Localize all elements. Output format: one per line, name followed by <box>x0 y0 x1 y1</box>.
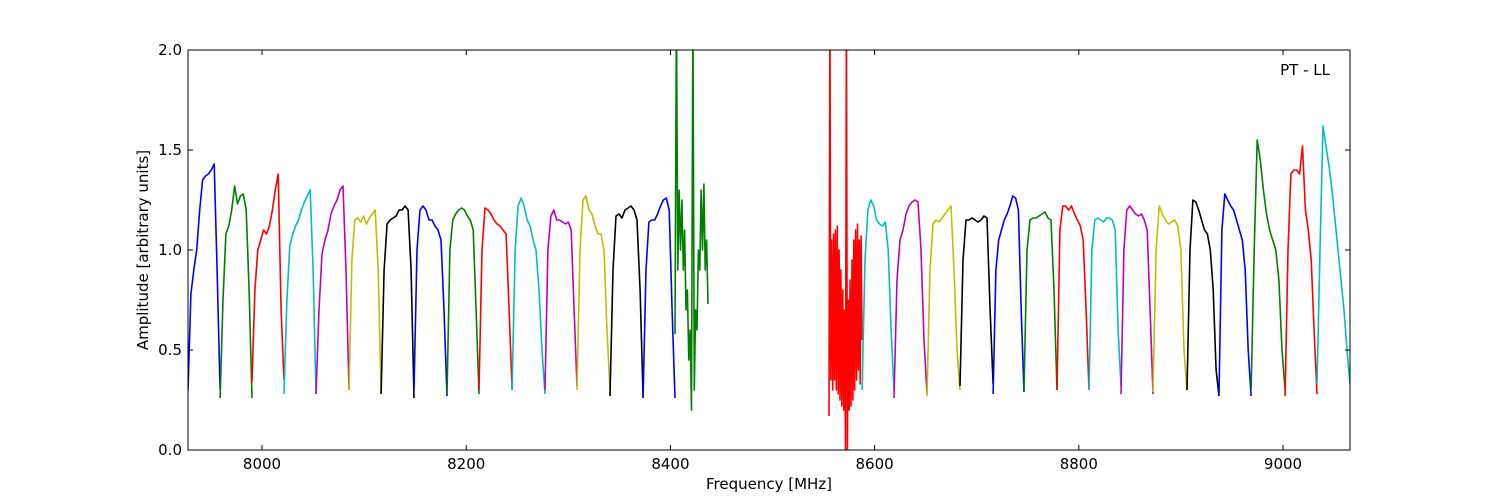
x-tick-label: 8200 <box>447 455 485 473</box>
series-line-band-29 <box>1218 193 1252 397</box>
y-tick-label: 1.5 <box>158 141 182 159</box>
series-line-band-6 <box>348 209 382 395</box>
plot-background <box>188 50 1350 450</box>
series-line-band-22 <box>992 195 1025 395</box>
series-line-band-19 <box>893 199 928 399</box>
series-line-band-25 <box>1088 217 1122 391</box>
series-line-band-13 <box>576 195 611 391</box>
x-tick-label: 9000 <box>1264 455 1302 473</box>
series-line-band-18 <box>861 199 895 391</box>
series-line-band-23 <box>1023 211 1058 391</box>
plot-frame <box>187 49 1351 451</box>
series-line-band-2 <box>219 185 253 399</box>
series-line-band-5 <box>315 185 350 395</box>
series-line-band-3 <box>251 173 285 383</box>
series-line-band-11 <box>511 197 546 395</box>
series-line-band-27 <box>1152 205 1188 393</box>
x-tick-label: 8600 <box>856 455 894 473</box>
series-line-band-7 <box>380 205 415 399</box>
x-tick-label: 8000 <box>243 455 281 473</box>
series-line-band-24 <box>1056 205 1090 391</box>
axis-ticks: 8000 8200 8400 8600 8800 9000 0.0 0.5 1.0 1.5 2.0 <box>158 41 1350 473</box>
x-tick-label: 8400 <box>651 455 689 473</box>
series-lines <box>188 50 1350 450</box>
x-tick-label: 8800 <box>1060 455 1098 473</box>
y-tick-label: 0.0 <box>158 441 182 459</box>
x-axis-label: Frequency [MHz] <box>706 475 832 493</box>
series-line-band-26 <box>1120 205 1154 395</box>
series-line-band-8 <box>413 205 448 397</box>
series-line-band-21 <box>959 215 994 387</box>
series-line-band-15 <box>642 197 676 399</box>
series-line-band-20 <box>926 205 961 397</box>
series-line-band-32 <box>1316 125 1350 385</box>
series-line-band-17 <box>828 50 863 450</box>
y-tick-label: 2.0 <box>158 41 182 59</box>
series-line-band-16 <box>674 50 709 411</box>
series-line-band-4 <box>283 189 317 395</box>
series-line-band-28 <box>1186 199 1220 397</box>
series-line-band-12 <box>544 209 578 391</box>
series-line-band-9 <box>446 207 480 395</box>
y-tick-label: 1.0 <box>158 241 182 259</box>
y-axis-label: Amplitude [arbitrary units] <box>134 150 152 350</box>
series-line-band-10 <box>478 207 513 391</box>
y-tick-label: 0.5 <box>158 341 182 359</box>
chart-annotation: PT - LL <box>1280 61 1331 79</box>
series-line-band-1 <box>188 163 221 391</box>
series-line-band-14 <box>609 205 644 399</box>
series-line-band-31 <box>1284 145 1318 397</box>
series-line-band-30 <box>1250 139 1286 391</box>
